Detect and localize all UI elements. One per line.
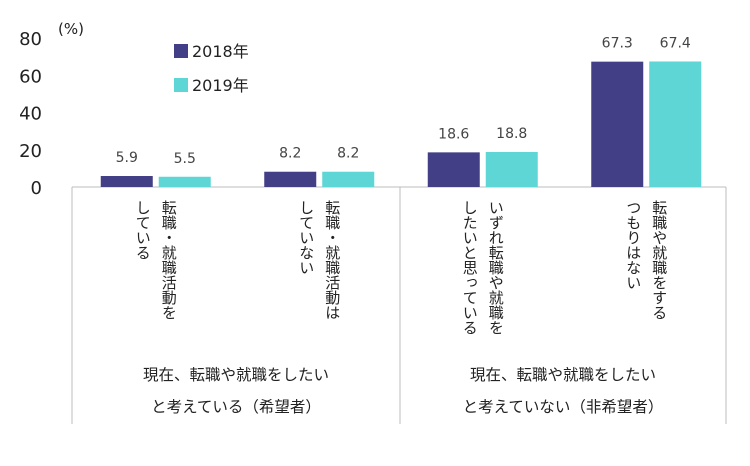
group-label: と考えている（希望者） (151, 398, 321, 416)
bar (322, 171, 375, 187)
legend-label: 2019年 (192, 76, 249, 95)
y-tick-label: 60 (19, 66, 42, 87)
bar (649, 61, 702, 187)
group-labels: 現在、転職や就職をしたいと考えている（希望者）現在、転職や就職をしたいと考えてい… (143, 366, 663, 416)
bar (264, 171, 317, 187)
legend-label: 2018年 (192, 42, 249, 61)
data-label: 67.4 (660, 35, 691, 51)
legend: 2018年 2019年 (174, 42, 249, 95)
category-label: 転職・就職活動は (323, 200, 341, 320)
data-label: 18.8 (496, 126, 527, 142)
y-tick-label: 40 (19, 104, 42, 125)
bar (100, 176, 153, 187)
category-label: したいと思っている (461, 200, 479, 335)
category-label: 転職・就職活動を (160, 200, 178, 320)
category-label: いずれ転職や就職を (487, 200, 505, 335)
y-tick-label: 80 (19, 29, 42, 50)
category-label: 転職や就職をする (650, 200, 668, 320)
y-tick-label: 0 (31, 178, 42, 199)
bar (427, 152, 480, 187)
legend-swatch (174, 78, 188, 92)
group-label: 現在、転職や就職をしたい (143, 366, 329, 384)
bars (100, 61, 702, 188)
category-label: していない (297, 200, 315, 275)
data-label: 5.9 (116, 150, 138, 166)
y-tick-label: 20 (19, 141, 42, 162)
category-label: つもりはない (624, 200, 642, 290)
data-label: 5.5 (174, 151, 196, 167)
y-axis-ticks: 80 60 40 20 0 (19, 29, 42, 199)
bar (485, 151, 538, 187)
data-label: 8.2 (337, 146, 359, 162)
y-axis-unit: (%) (58, 20, 84, 38)
group-label: と考えていない（非希望者） (463, 398, 664, 416)
data-label: 8.2 (279, 146, 301, 162)
legend-swatch (174, 44, 188, 58)
data-label: 18.6 (438, 126, 469, 142)
data-label: 67.3 (602, 36, 633, 52)
data-labels: 5.9 5.5 8.2 8.2 18.6 18.8 67.3 67.4 (116, 35, 691, 166)
group-label: 現在、転職や就職をしたい (470, 366, 656, 384)
bar (591, 61, 644, 188)
category-label: している (134, 200, 152, 260)
bar (158, 176, 211, 187)
